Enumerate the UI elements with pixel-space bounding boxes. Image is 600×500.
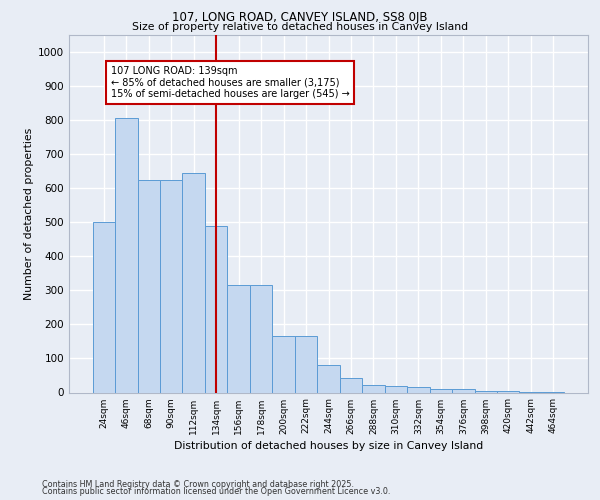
Bar — [362, 385, 385, 392]
Bar — [205, 226, 227, 392]
Bar — [250, 285, 272, 393]
Bar — [272, 336, 295, 392]
Bar — [182, 173, 205, 392]
Text: Contains public sector information licensed under the Open Government Licence v3: Contains public sector information licen… — [42, 487, 391, 496]
Bar — [92, 222, 115, 392]
Text: 107 LONG ROAD: 139sqm
← 85% of detached houses are smaller (3,175)
15% of semi-d: 107 LONG ROAD: 139sqm ← 85% of detached … — [110, 66, 349, 99]
Bar — [317, 366, 340, 392]
Bar — [385, 386, 407, 392]
X-axis label: Distribution of detached houses by size in Canvey Island: Distribution of detached houses by size … — [174, 440, 483, 450]
Text: Size of property relative to detached houses in Canvey Island: Size of property relative to detached ho… — [132, 22, 468, 32]
Y-axis label: Number of detached properties: Number of detached properties — [24, 128, 34, 300]
Bar — [452, 389, 475, 392]
Text: Contains HM Land Registry data © Crown copyright and database right 2025.: Contains HM Land Registry data © Crown c… — [42, 480, 354, 489]
Bar — [407, 388, 430, 392]
Text: 107, LONG ROAD, CANVEY ISLAND, SS8 0JB: 107, LONG ROAD, CANVEY ISLAND, SS8 0JB — [172, 12, 428, 24]
Bar — [430, 389, 452, 392]
Bar — [340, 378, 362, 392]
Bar — [227, 285, 250, 393]
Bar — [137, 180, 160, 392]
Bar — [295, 336, 317, 392]
Bar — [475, 391, 497, 392]
Bar — [160, 180, 182, 392]
Bar — [115, 118, 137, 392]
